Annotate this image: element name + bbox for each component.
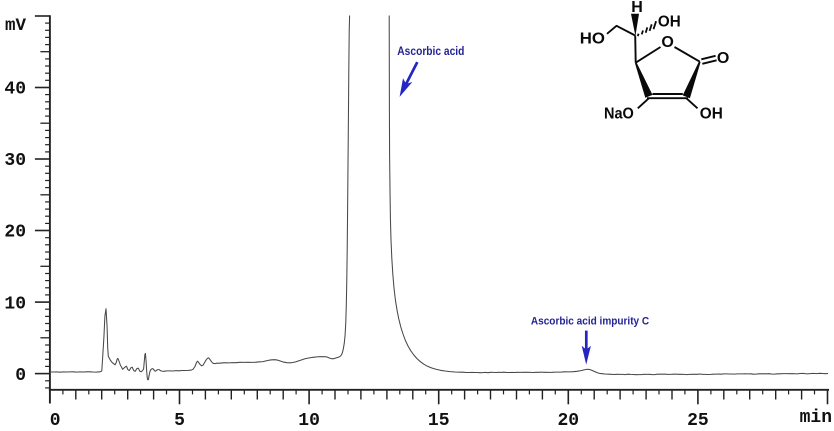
- svg-text:20: 20: [557, 411, 579, 426]
- svg-text:30: 30: [4, 151, 26, 171]
- svg-text:0: 0: [15, 366, 26, 386]
- svg-text:0: 0: [50, 411, 61, 426]
- svg-text:10: 10: [4, 294, 26, 314]
- svg-text:O: O: [717, 50, 729, 67]
- svg-text:OH: OH: [658, 14, 681, 31]
- svg-text:20: 20: [4, 223, 26, 243]
- svg-text:15: 15: [428, 411, 450, 426]
- svg-text:H: H: [631, 0, 643, 16]
- svg-text:10: 10: [298, 411, 320, 426]
- svg-text:25: 25: [687, 411, 709, 426]
- svg-text:O: O: [661, 34, 673, 51]
- svg-text:mV: mV: [5, 16, 27, 36]
- svg-text:Ascorbic acid: Ascorbic acid: [397, 46, 464, 58]
- svg-text:min: min: [800, 408, 832, 426]
- svg-text:OH: OH: [700, 105, 723, 122]
- svg-text:40: 40: [4, 80, 26, 100]
- svg-text:NaO: NaO: [604, 105, 634, 122]
- svg-text:HO: HO: [580, 31, 605, 48]
- svg-text:5: 5: [174, 411, 185, 426]
- svg-text:Ascorbic acid impurity C: Ascorbic acid impurity C: [531, 315, 649, 327]
